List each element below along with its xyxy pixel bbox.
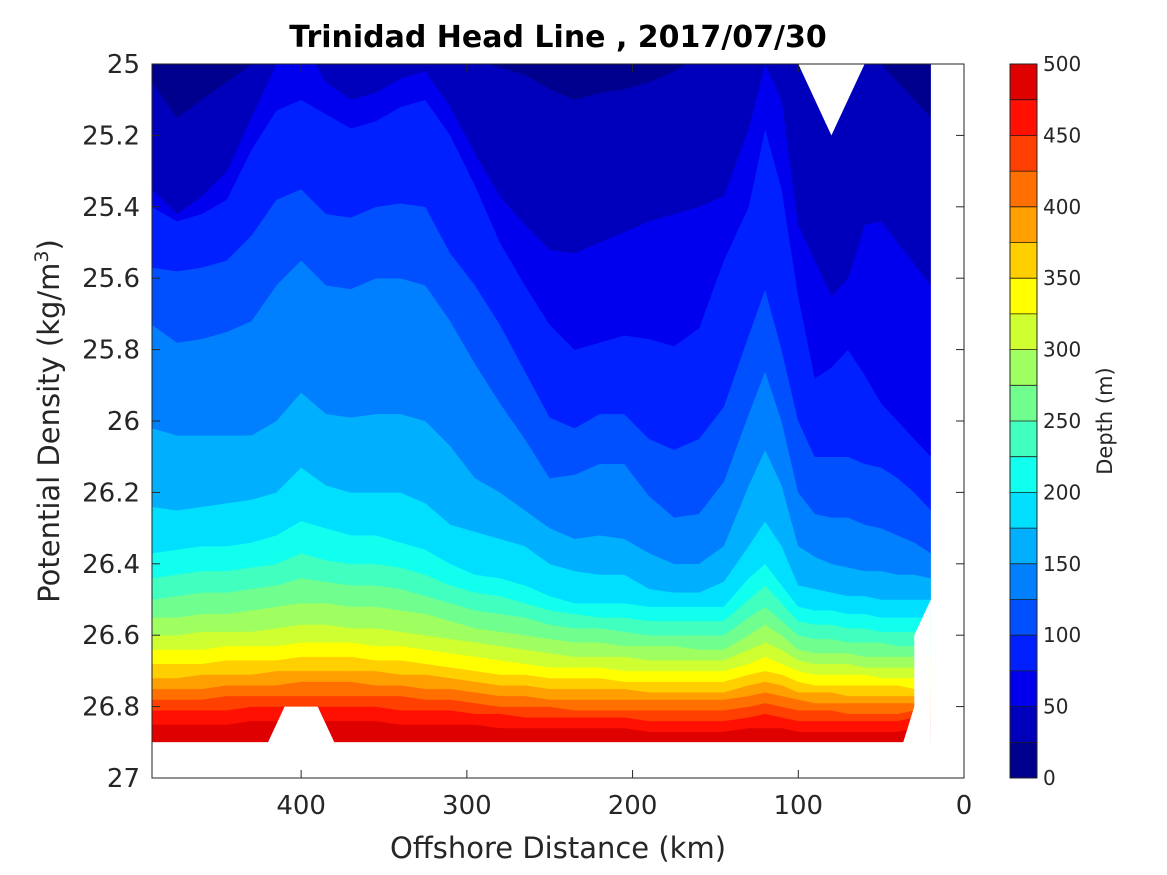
colorbar-swatch	[1010, 349, 1037, 386]
colorbar-swatch	[1010, 99, 1037, 136]
colorbar-swatch	[1010, 456, 1037, 493]
y-axis-label-close: )	[32, 239, 66, 250]
colorbar-swatch	[1010, 171, 1037, 208]
colorbar-swatch	[1010, 563, 1037, 600]
colorbar-frame	[1009, 63, 1038, 779]
colorbar-swatch	[1010, 64, 1037, 101]
y-tick-label: 25.8	[82, 336, 140, 366]
colorbar-swatch	[1010, 670, 1037, 708]
y-tick-label: 26	[107, 407, 140, 437]
colorbar-tick-label: 400	[1043, 195, 1081, 219]
colorbar-swatch	[1010, 599, 1037, 636]
colorbar-tick-label: 50	[1043, 695, 1068, 719]
x-axis-label: Offshore Distance (km)	[390, 831, 726, 865]
colorbar-swatch	[1010, 135, 1037, 172]
colorbar-tick-label: 250	[1043, 409, 1081, 433]
y-tick-label: 27	[107, 764, 140, 794]
nodata-nearshore	[930, 64, 964, 778]
y-tick-label: 25.2	[82, 121, 140, 151]
y-tick-label: 26.8	[82, 693, 140, 723]
nodata-nearshore-bottom	[897, 599, 931, 761]
colorbar-label: Depth (m)	[1093, 367, 1117, 474]
y-axis-label-sup: 3	[31, 250, 53, 262]
colorbar-tick-label: 450	[1043, 123, 1081, 147]
colorbar-swatch	[1010, 742, 1037, 779]
colorbar-swatch	[1010, 421, 1037, 458]
no-data-masks	[152, 64, 964, 778]
colorbar-tick-label: 300	[1043, 338, 1081, 362]
y-tick-label: 26.6	[82, 621, 140, 651]
nodata-notch-top	[798, 64, 865, 136]
contour-fill-layer	[152, 64, 932, 743]
y-tick-label: 26.4	[82, 550, 140, 580]
colorbar-tick-label: 500	[1043, 52, 1081, 76]
colorbar-swatch	[1010, 206, 1037, 243]
colorbar-swatch	[1010, 528, 1037, 565]
x-tick-label: 300	[442, 791, 492, 821]
colorbar-tick-label: 100	[1043, 623, 1081, 647]
colorbar: 0 50 100 150 200 250 300 350 400 450 500	[1009, 52, 1081, 790]
contour-band-25	[152, 64, 932, 119]
nodata-below-deepest	[152, 742, 964, 778]
colorbar-swatch	[1010, 706, 1037, 743]
colorbar-tick-label: 0	[1043, 766, 1056, 790]
colorbar-swatch	[1010, 492, 1037, 529]
y-tick-label: 26.2	[82, 478, 140, 508]
x-tick-label: 100	[773, 791, 823, 821]
x-tick-label: 200	[608, 791, 658, 821]
y-axis-label-main: Potential Density (kg/m	[32, 263, 66, 603]
contour-band-50	[152, 64, 932, 297]
y-tick-label: 25.4	[82, 193, 140, 223]
x-tick-label: 0	[956, 791, 973, 821]
colorbar-tick-label: 350	[1043, 266, 1081, 290]
chart-title: Trinidad Head Line , 2017/07/30	[289, 20, 826, 55]
y-axis-label: Potential Density (kg/m3)	[31, 239, 66, 603]
x-tick-label: 400	[276, 791, 326, 821]
x-axis: 400 300 200 100 0	[276, 64, 972, 821]
colorbar-swatch	[1010, 313, 1037, 351]
colorbar-swatch	[1010, 635, 1037, 672]
y-axis: 25 25.2 25.4 25.6 25.8 26 26.2 26.4 26.6 26.8 27	[82, 50, 964, 794]
colorbar-swatch	[1010, 385, 1037, 422]
y-tick-label: 25	[107, 50, 140, 80]
colorbar-swatch	[1010, 242, 1037, 279]
colorbar-tick-label: 150	[1043, 552, 1081, 576]
colorbar-tick-label: 200	[1043, 480, 1081, 504]
y-tick-label: 25.6	[82, 264, 140, 294]
colorbar-swatch	[1010, 278, 1037, 315]
